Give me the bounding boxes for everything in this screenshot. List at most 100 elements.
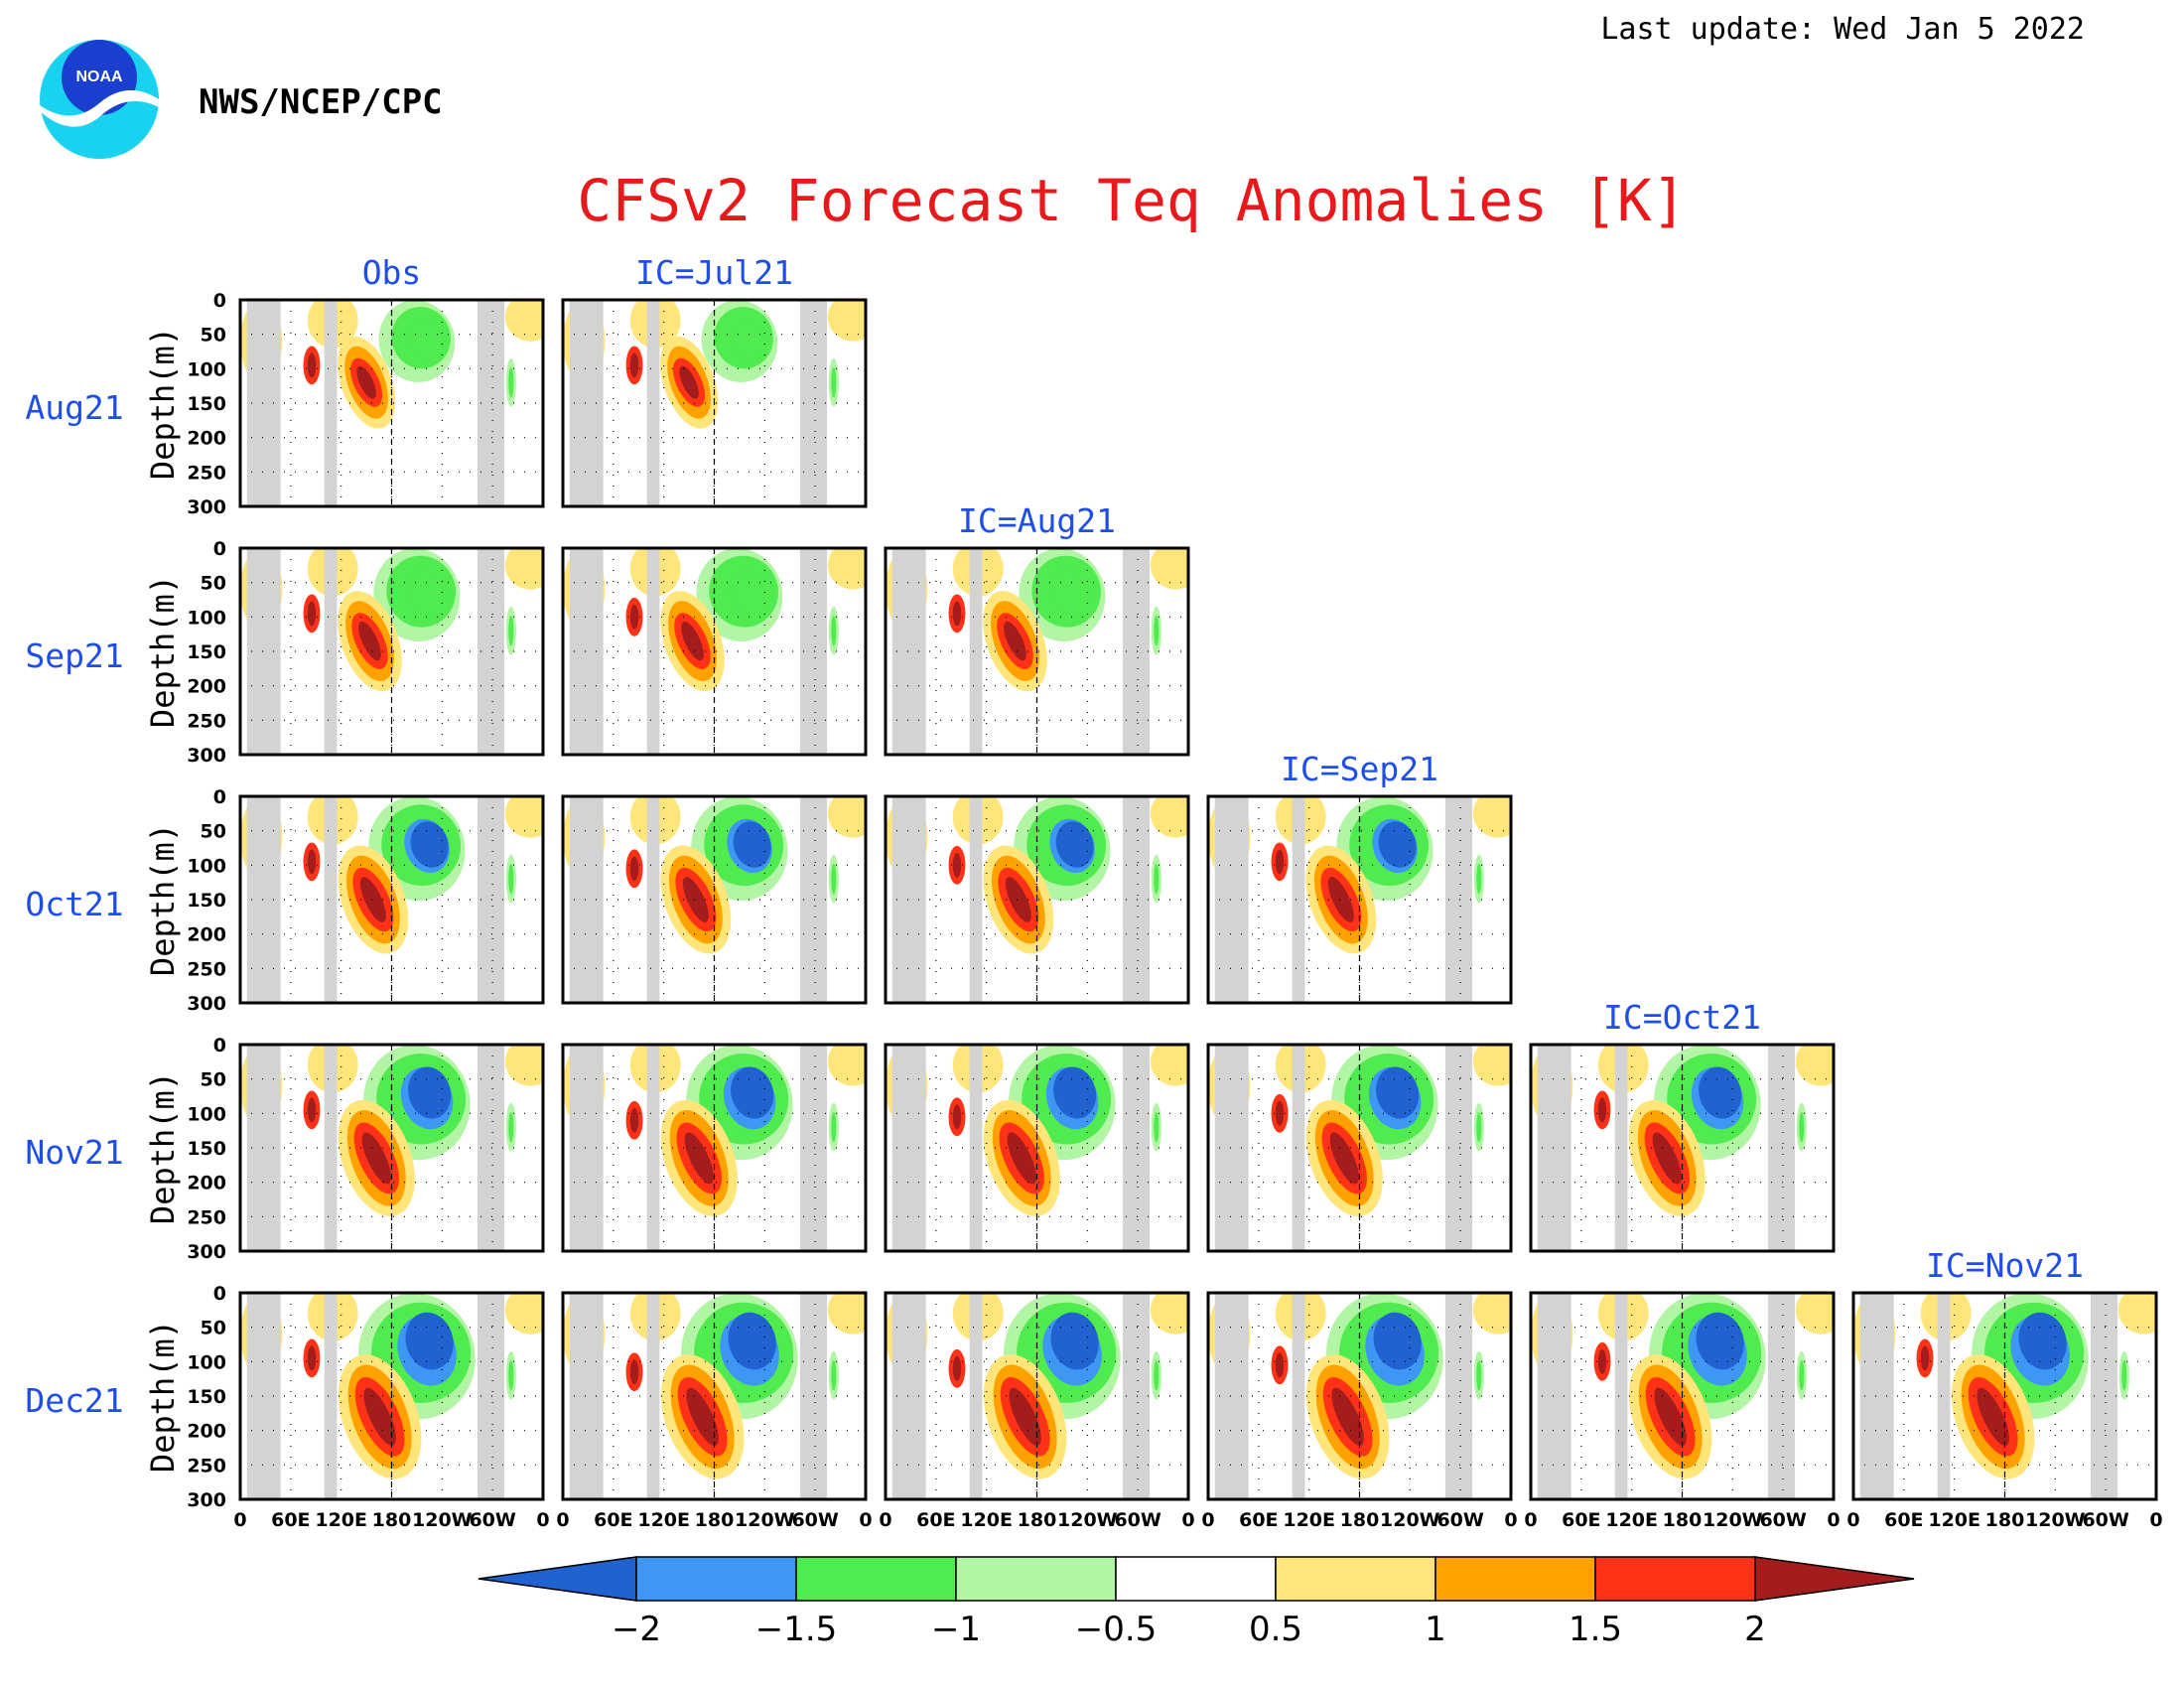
warm-anomaly-core [681,621,704,661]
warm-surface-anomaly [1150,1045,1188,1086]
y-tick-label: 100 [187,607,226,629]
warm-surface-anomaly [504,796,543,838]
cool-anomaly-core [731,1066,774,1119]
cool-anomaly-strong [407,570,447,617]
anomaly-field [240,796,543,1003]
panel-nov21-0 [238,1043,545,1253]
panel-nov21-4 [1529,1043,1836,1253]
land-mask [891,1045,926,1251]
cool-anomaly-streak [1154,1359,1160,1391]
warm-surface-anomaly [827,1293,866,1335]
land-mask [324,548,338,755]
land-mask [646,548,660,755]
cool-anomaly-core [1699,1066,1742,1119]
cool-anomaly-core [1696,1312,1744,1370]
land-mask [324,1045,338,1251]
y-tick-label: 50 [201,821,226,843]
land-mask [569,300,604,506]
land-mask [1214,1045,1249,1251]
anomaly-field [563,796,866,1003]
row-label-dec21: Dec21 [25,1381,123,1420]
panel-frame [561,1043,868,1253]
cool-anomaly-streak [1154,863,1160,895]
warm-anomaly-core [1977,1387,2009,1447]
land-mask [1937,1293,1951,1499]
panel-frame [884,794,1190,1005]
warm-anomaly-core [356,365,376,399]
x-tick-label: 0 [1846,1509,1859,1531]
x-tick-label: 0 [233,1509,246,1531]
cool-anomaly-core [408,1066,452,1119]
warm-surface-anomaly [1795,1293,1834,1335]
land-mask [799,1293,828,1499]
y-tick-label: 250 [187,958,226,980]
x-tick-label: 60E [594,1509,632,1531]
warm-surface-anomaly [827,300,866,342]
panel-aug21-0 [238,298,545,508]
y-axis-label: Depth(m) [144,1320,182,1473]
cool-anomaly-strong [411,322,443,360]
y-tick-label: 0 [213,290,226,312]
y-tick-label: 0 [213,1283,226,1305]
land-mask [246,1045,281,1251]
y-tick-label: 200 [187,1421,226,1443]
y-tick-label: 100 [187,1103,226,1125]
noaa-logo-text: NOAA [75,69,123,85]
y-tick-label: 50 [201,573,226,595]
row-label-oct21: Oct21 [25,885,123,923]
x-tick-label: 60E [1239,1509,1278,1531]
warm-anomaly-indian-ocean [307,849,317,875]
y-tick-label: 0 [213,786,226,808]
land-mask [799,796,828,1003]
land-mask [1859,1293,1894,1499]
column-title-5: IC=Nov21 [1926,1246,2084,1285]
column-title-2: IC=Aug21 [958,501,1116,540]
land-mask [969,796,983,1003]
warm-anomaly-indian-ocean [952,601,962,627]
land-mask [799,1045,828,1251]
cool-anomaly-streak [508,863,514,895]
panel-frame [238,546,545,757]
y-tick-label: 300 [187,1489,226,1511]
cool-anomaly-streak [831,366,837,398]
anomaly-field [240,1293,543,1499]
cool-anomaly-core [1373,1312,1422,1370]
y-tick-label: 200 [187,1173,226,1195]
colorbar: −2 −1.5 −1 −0.5 0.5 1 1.5 2 [478,1556,1915,1649]
y-tick-label: 150 [187,393,226,415]
panel-sep21-2 [884,546,1190,757]
land-mask [891,548,926,755]
warm-anomaly-indian-ocean [307,1345,317,1371]
x-tick-label: 120E [960,1509,1013,1531]
land-mask [1122,796,1151,1003]
panel-nov21-3 [1206,1043,1513,1253]
x-tick-label: 60E [271,1509,310,1531]
warm-anomaly-core [361,1132,391,1185]
colorbar-tick-label: −0.5 [1075,1610,1158,1649]
x-tick-label: 60W [1436,1509,1483,1531]
warm-surface-anomaly [1472,1293,1511,1335]
anomaly-field [240,1045,543,1251]
x-tick-label: 60E [1884,1509,1923,1531]
y-tick-label: 50 [201,1069,226,1091]
panel-oct21-3 [1206,794,1513,1005]
colorbar-segment [635,1556,797,1602]
cool-anomaly-core [728,1312,776,1370]
anomaly-field [1208,1045,1511,1251]
cool-anomaly-core [733,821,771,868]
land-mask [477,300,505,506]
x-tick-label: 180 [695,1509,735,1531]
cool-anomaly-strong [1052,570,1092,617]
cool-anomaly-streak [1476,1359,1482,1391]
panel-dec21-3 [1206,1291,1513,1501]
x-tick-label: 120W [2025,1509,2086,1531]
cool-anomaly-strong [730,570,769,617]
warm-anomaly-core [1652,1132,1682,1185]
land-mask [1444,1293,1473,1499]
y-tick-label: 150 [187,641,226,663]
colorbar-segment [1594,1556,1756,1602]
land-mask [324,300,338,506]
land-mask [569,796,604,1003]
agency-label: NWS/NCEP/CPC [199,82,443,122]
